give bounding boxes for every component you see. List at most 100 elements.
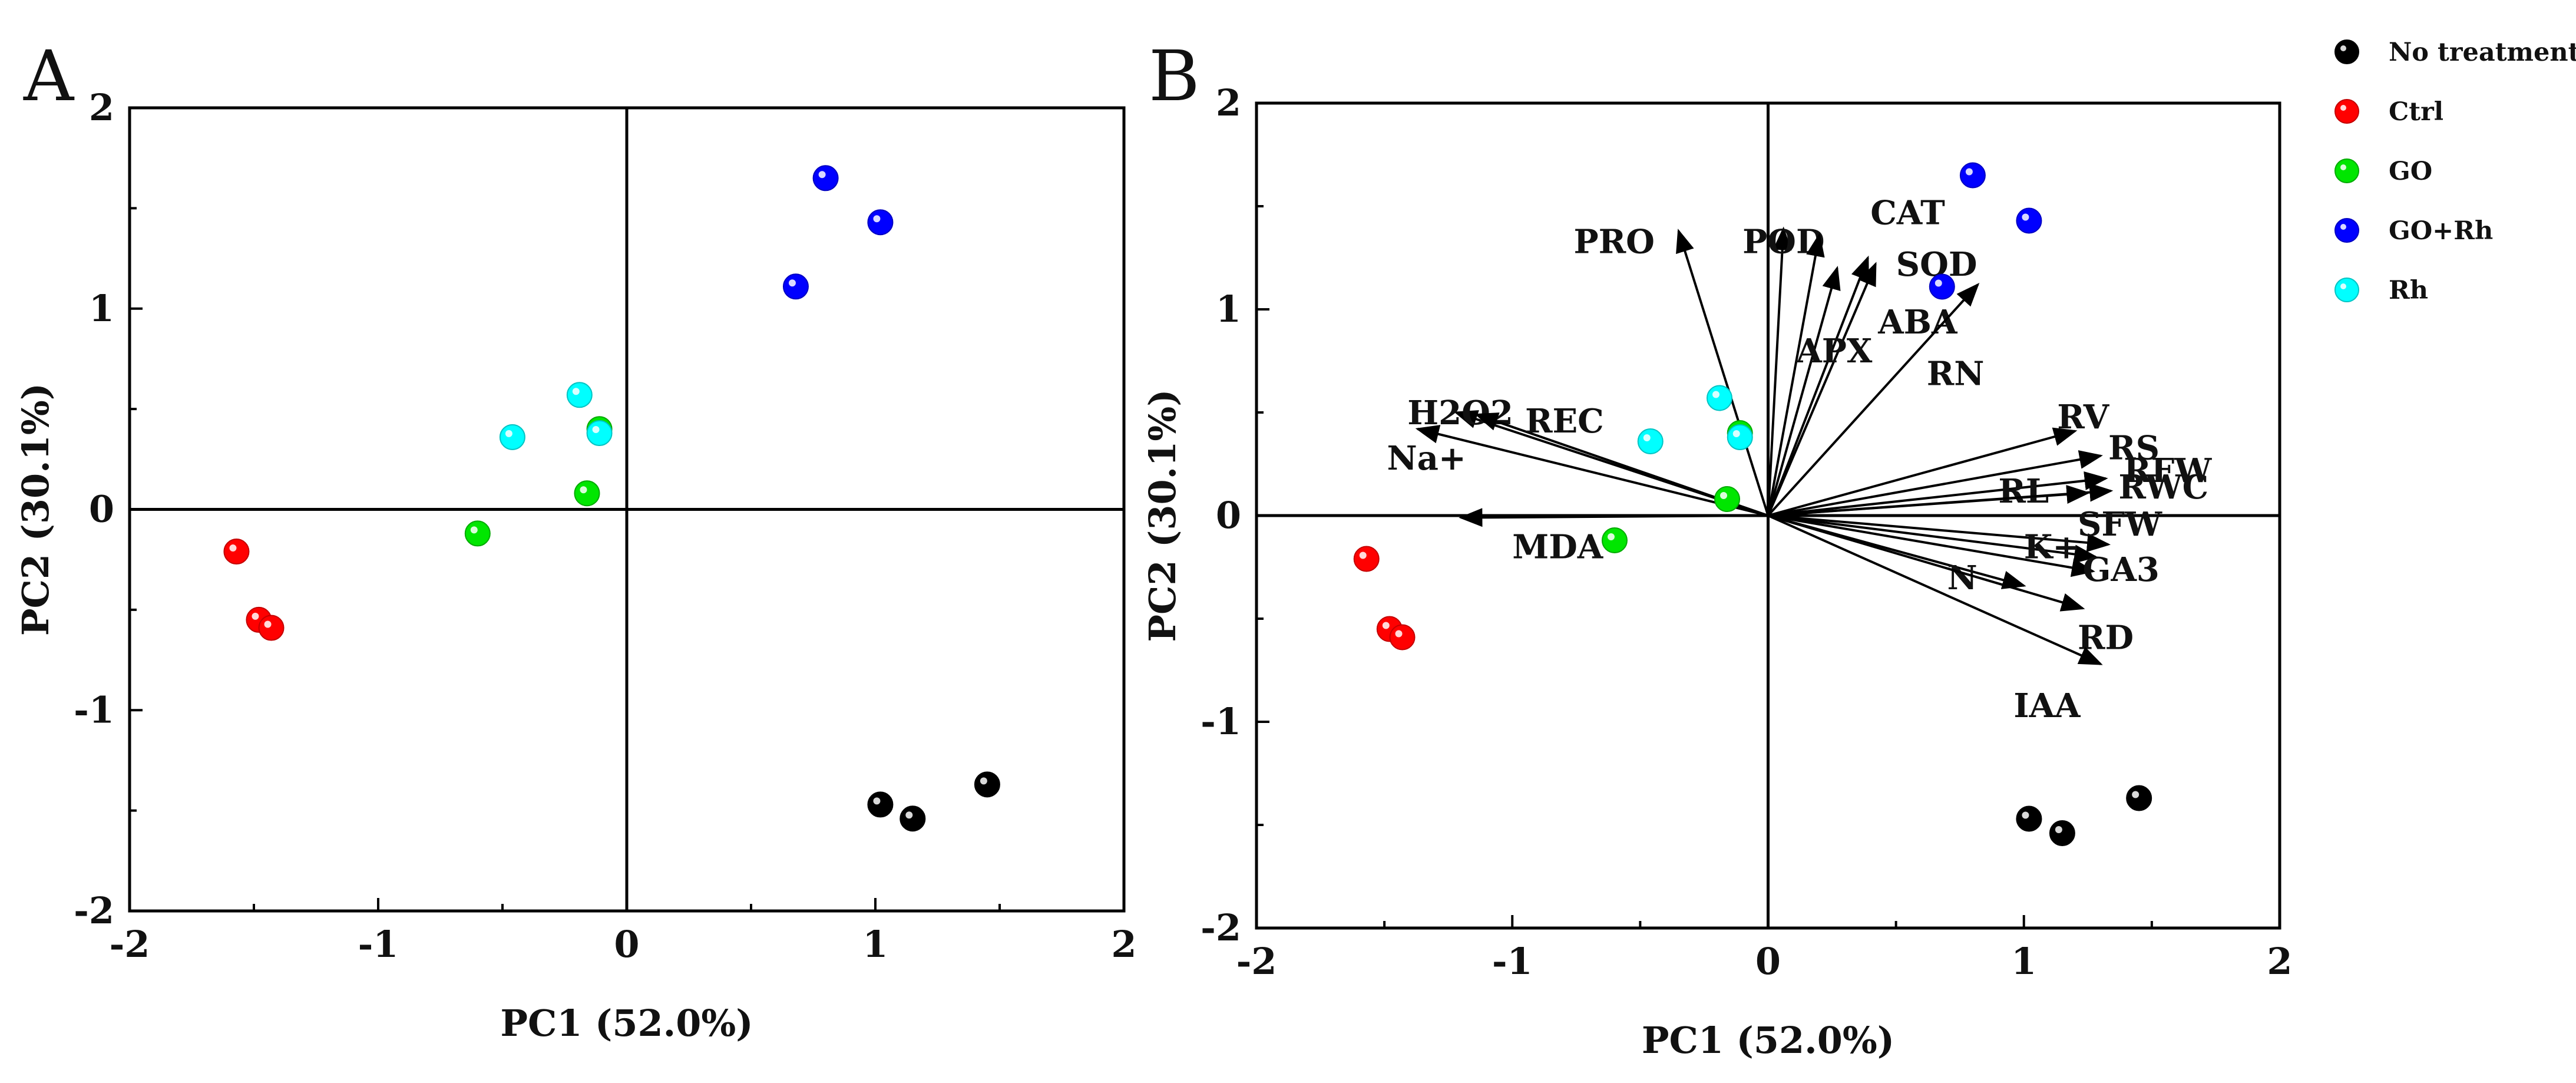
legend-marker-highlight-ctrl [2340,105,2346,111]
loading-arrow-iaa [1767,514,2103,665]
y-tick-label-b: 0 [1216,494,1241,537]
loading-arrow-rwc [1768,483,2114,517]
point-go-rh [867,209,894,236]
loading-arrow-rfw [1768,471,2108,517]
point-highlight-rh [1643,434,1651,441]
point-go-rh [812,165,839,191]
loading-arrow-pod [1767,226,1792,516]
point-highlight-go-rh [2022,213,2029,221]
point-go [1714,486,1741,512]
y-tick-label-a: 0 [89,488,114,531]
loading-arrow-apx [1767,266,1841,516]
legend-marker-no-treatment [2334,39,2359,64]
y-tick-label-a: -1 [74,688,114,731]
point-go [574,480,600,507]
loading-arrow-rs [1768,450,2103,517]
legend-marker-highlight-no-treatment [2340,45,2346,51]
legend-marker-go [2334,159,2359,183]
loading-arrow-sod [1767,255,1869,516]
point-no-treatment [867,791,894,818]
loading-arrow-rd [1767,514,2085,612]
point-highlight-no-treatment [2022,811,2029,819]
loading-label-ga3: GA3 [2083,550,2160,589]
point-ctrl [258,615,285,641]
x-tick-label-b: -1 [1492,940,1533,983]
point-highlight-rh [505,430,512,437]
loading-arrow-sfw [1768,514,2111,552]
loading-label-h2o2: H2O2 [1407,394,1513,432]
point-rh [1637,428,1664,454]
x-tick-label-b: 0 [1755,940,1781,983]
point-go-rh [782,273,809,300]
point-ctrl [1353,546,1380,572]
loading-arrow-rn [1767,283,1980,517]
legend-marker-rh [2334,278,2359,302]
point-ctrl [1389,624,1416,651]
point-no-treatment [2049,820,2075,846]
y-axis-title-b: PC2 (30.1%) [1141,389,1184,642]
loading-label-iaa: IAA [2013,686,2081,725]
x-tick-label-b: 2 [2267,940,2292,983]
legend-marker-ctrl [2334,99,2359,124]
y-tick-label-b: -1 [1201,700,1241,743]
point-highlight-go-rh [1935,279,1942,287]
loading-arrow-k [1768,514,2098,564]
loading-label-pro: PRO [1573,223,1654,262]
y-tick-label-a: -2 [74,889,114,932]
loading-label-sfw: SFW [2078,505,2162,544]
loading-arrow-mda [1459,508,1768,527]
point-highlight-no-treatment [2055,826,2062,833]
y-tick-label-b: 2 [1216,81,1241,124]
point-rh [1706,385,1732,411]
point-rh [499,424,525,450]
point-highlight-go-rh [1965,168,1973,176]
loading-arrow-pro [1676,229,1770,516]
x-tick-label-b: 1 [2011,940,2036,983]
x-tick-label-a: -1 [358,923,399,966]
point-highlight-no-treatment [2132,791,2139,798]
x-tick-label-a: 0 [614,923,639,966]
loading-label-na: Na+ [1387,439,1466,478]
point-highlight-rh [572,388,580,395]
legend-marker-highlight-go-rh [2340,224,2346,230]
x-tick-label-a: 1 [862,923,888,966]
loading-label-n: N [1947,559,1977,597]
point-go [1601,527,1628,553]
point-highlight-no-treatment [905,811,913,819]
legend-label-rh: Rh [2389,276,2428,305]
panel-b-letter: B [1149,35,1200,117]
point-rh [586,420,613,447]
point-no-treatment [900,805,926,832]
point-highlight-go-rh [818,171,826,179]
loading-label-rn: RN [1927,355,1985,394]
x-tick-label-b: -2 [1236,940,1277,983]
legend-label-ctrl: Ctrl [2389,97,2443,127]
point-highlight-go-rh [873,215,881,223]
y-tick-label-a: 2 [89,86,114,129]
y-axis-title-a: PC2 (30.1%) [14,383,57,636]
loading-label-mda: MDA [1512,528,1604,567]
loading-label-rec: REC [1525,402,1604,441]
legend-label-go: GO [2389,157,2432,186]
point-go-rh [2016,207,2042,234]
point-highlight-no-treatment [980,777,987,785]
point-rh [1727,424,1753,450]
x-tick-label-a: 2 [1111,923,1136,966]
point-rh [566,382,593,408]
loading-arrow-cat [1767,233,1825,516]
panel-a-letter: A [23,35,75,117]
x-axis-title-b: PC1 (52.0%) [1642,1019,1894,1062]
point-highlight-go [1720,492,1728,499]
point-highlight-ctrl [1359,552,1367,559]
legend-marker-go-rh [2334,218,2359,243]
point-ctrl [223,539,250,565]
legend: No treatment Ctrl GO GO+Rh Rh [2334,38,2576,305]
loading-label-rs: RS [2108,429,2160,468]
y-tick-label-b: 1 [1216,288,1241,331]
point-highlight-go [1607,533,1615,540]
point-no-treatment [2126,785,2152,811]
loading-arrow-rv [1767,427,2078,517]
loading-arrow-aba [1767,262,1877,516]
loading-label-rfw: RFW [2124,451,2212,490]
